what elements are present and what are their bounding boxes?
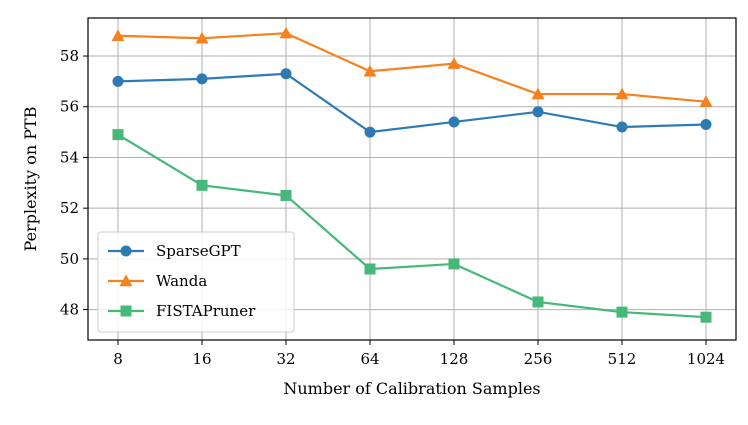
data-point xyxy=(531,87,545,100)
data-point xyxy=(532,296,544,308)
data-point xyxy=(112,129,124,141)
data-point xyxy=(112,75,124,87)
data-point xyxy=(279,26,293,39)
data-point xyxy=(532,106,544,118)
series-wanda xyxy=(111,26,713,107)
x-tick-label: 128 xyxy=(440,350,469,368)
legend: SparseGPT Wanda FISTAPruner xyxy=(97,231,295,333)
legend-marker xyxy=(119,274,133,287)
data-point xyxy=(196,73,208,85)
y-tick-label: 56 xyxy=(60,98,79,116)
data-point xyxy=(280,68,292,80)
x-tick-label: 32 xyxy=(276,350,295,368)
y-tick-label: 48 xyxy=(60,301,79,319)
x-tick-label: 16 xyxy=(192,350,211,368)
legend-label: Wanda xyxy=(156,272,207,290)
legend-label: FISTAPruner xyxy=(156,302,256,320)
data-point xyxy=(700,118,712,130)
data-point xyxy=(364,263,376,275)
data-point xyxy=(616,306,628,318)
y-axis-label: Perplexity on PTB xyxy=(21,107,40,252)
plot-area xyxy=(87,17,737,341)
series-line xyxy=(117,32,707,103)
data-point xyxy=(448,258,460,270)
y-tick-label: 50 xyxy=(60,250,79,268)
data-point xyxy=(616,121,628,133)
series-line xyxy=(117,133,707,319)
legend-marker xyxy=(120,305,132,317)
data-point xyxy=(699,95,713,107)
x-tick-label: 1024 xyxy=(687,350,725,368)
grid-lines xyxy=(88,18,736,340)
x-axis-label: Number of Calibration Samples xyxy=(283,379,540,398)
data-point xyxy=(195,31,209,44)
x-tick-label: 512 xyxy=(608,350,637,368)
legend-label: SparseGPT xyxy=(156,242,241,260)
legend-item: Wanda xyxy=(108,272,207,290)
y-tick-label: 54 xyxy=(60,148,79,166)
legend-marker xyxy=(120,245,132,257)
y-axis-ticks: 48 50 52 54 56 58 xyxy=(60,47,88,319)
data-point xyxy=(111,29,125,41)
x-axis-ticks: 8 16 32 64 128 256 512 1024 xyxy=(113,340,725,368)
data-point xyxy=(364,126,376,138)
data-point xyxy=(447,57,461,69)
data-point xyxy=(448,116,460,128)
x-tick-label: 256 xyxy=(524,350,553,368)
data-point xyxy=(196,179,208,191)
data-point xyxy=(363,64,377,77)
legend-item: FISTAPruner xyxy=(108,302,256,320)
y-tick-label: 58 xyxy=(60,47,79,65)
x-tick-label: 8 xyxy=(113,350,123,368)
x-tick-label: 64 xyxy=(360,350,379,368)
series-line xyxy=(117,72,707,134)
series-fistapruner xyxy=(112,129,712,323)
data-point xyxy=(615,87,629,100)
legend-item: SparseGPT xyxy=(108,242,241,260)
data-point xyxy=(700,311,712,323)
series-sparsegpt xyxy=(112,68,712,138)
y-tick-label: 52 xyxy=(60,199,79,217)
data-point xyxy=(280,189,292,201)
legend-box xyxy=(97,231,295,333)
series-group xyxy=(111,26,713,323)
